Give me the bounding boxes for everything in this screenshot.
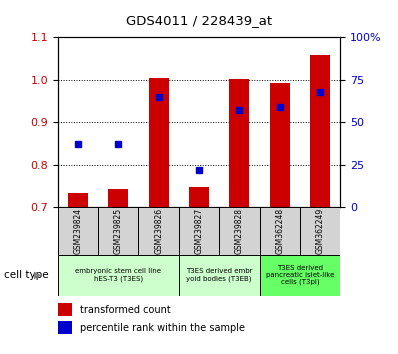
- Bar: [219, 207, 259, 255]
- Bar: [270, 82, 290, 207]
- Bar: [148, 78, 169, 207]
- Text: T3ES derived
pancreatic islet-like
cells (T3pi): T3ES derived pancreatic islet-like cells…: [266, 265, 334, 285]
- Text: GSM239824: GSM239824: [73, 208, 82, 254]
- Text: GSM239825: GSM239825: [114, 208, 123, 254]
- Bar: [68, 193, 88, 207]
- Text: GDS4011 / 228439_at: GDS4011 / 228439_at: [126, 14, 272, 27]
- Bar: [58, 303, 72, 316]
- Bar: [58, 207, 98, 255]
- Text: GSM362249: GSM362249: [316, 208, 325, 254]
- Text: cell type: cell type: [4, 270, 49, 280]
- Bar: [179, 207, 219, 255]
- Text: transformed count: transformed count: [80, 305, 171, 315]
- Bar: [58, 321, 72, 334]
- Bar: [98, 207, 139, 255]
- Bar: [108, 189, 129, 207]
- Bar: [259, 207, 300, 255]
- Bar: [58, 255, 179, 296]
- Text: GSM362248: GSM362248: [275, 208, 284, 254]
- Text: GSM239826: GSM239826: [154, 208, 163, 254]
- Bar: [179, 255, 259, 296]
- Bar: [189, 187, 209, 207]
- Bar: [300, 207, 340, 255]
- Text: embryonic stem cell line
hES-T3 (T3ES): embryonic stem cell line hES-T3 (T3ES): [75, 268, 161, 282]
- Text: GSM239827: GSM239827: [195, 208, 203, 254]
- Bar: [259, 255, 340, 296]
- Text: GSM239828: GSM239828: [235, 208, 244, 254]
- Text: percentile rank within the sample: percentile rank within the sample: [80, 323, 245, 333]
- Bar: [310, 55, 330, 207]
- Bar: [139, 207, 179, 255]
- Text: T3ES derived embr
yoid bodies (T3EB): T3ES derived embr yoid bodies (T3EB): [186, 268, 252, 282]
- Text: ▶: ▶: [34, 270, 41, 280]
- Bar: [229, 79, 250, 207]
